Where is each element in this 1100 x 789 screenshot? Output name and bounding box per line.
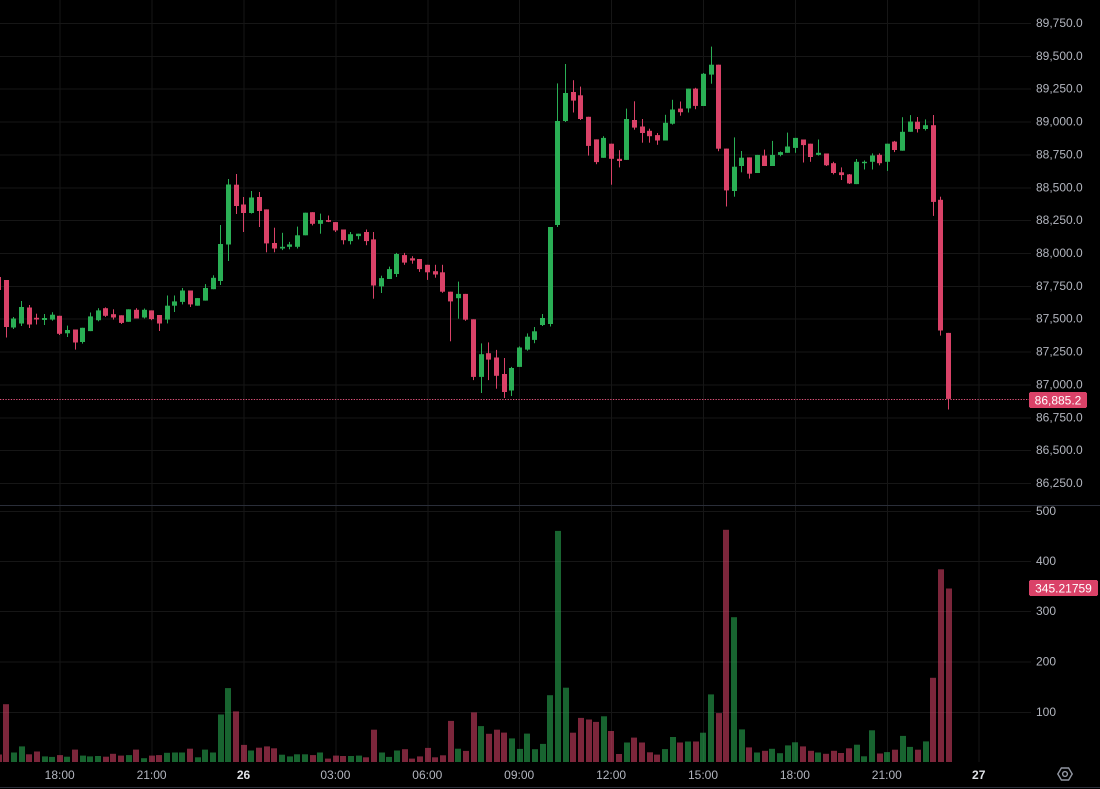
svg-text:345.21759: 345.21759	[1035, 582, 1092, 596]
svg-text:88,750.0: 88,750.0	[1036, 147, 1083, 161]
svg-text:86,250.0: 86,250.0	[1036, 476, 1083, 490]
svg-text:06:00: 06:00	[412, 768, 442, 782]
svg-text:400: 400	[1036, 554, 1056, 568]
svg-text:27: 27	[972, 768, 986, 782]
svg-text:21:00: 21:00	[872, 768, 902, 782]
svg-text:200: 200	[1036, 655, 1056, 669]
svg-text:88,000.0: 88,000.0	[1036, 246, 1083, 260]
svg-text:86,500.0: 86,500.0	[1036, 443, 1083, 457]
svg-text:87,250.0: 87,250.0	[1036, 345, 1083, 359]
svg-text:18:00: 18:00	[45, 768, 75, 782]
svg-text:500: 500	[1036, 504, 1056, 518]
svg-text:88,500.0: 88,500.0	[1036, 180, 1083, 194]
svg-text:86,885.2: 86,885.2	[1035, 394, 1082, 408]
svg-text:21:00: 21:00	[137, 768, 167, 782]
svg-text:15:00: 15:00	[688, 768, 718, 782]
svg-text:18:00: 18:00	[780, 768, 810, 782]
svg-text:09:00: 09:00	[504, 768, 534, 782]
svg-text:100: 100	[1036, 705, 1056, 719]
svg-text:87,750.0: 87,750.0	[1036, 279, 1083, 293]
svg-text:87,000.0: 87,000.0	[1036, 378, 1083, 392]
svg-text:26: 26	[237, 768, 251, 782]
svg-text:89,000.0: 89,000.0	[1036, 115, 1083, 129]
svg-text:89,500.0: 89,500.0	[1036, 49, 1083, 63]
svg-text:87,500.0: 87,500.0	[1036, 312, 1083, 326]
svg-text:300: 300	[1036, 604, 1056, 618]
svg-text:89,250.0: 89,250.0	[1036, 82, 1083, 96]
svg-text:86,750.0: 86,750.0	[1036, 410, 1083, 424]
svg-text:88,250.0: 88,250.0	[1036, 213, 1083, 227]
svg-text:89,750.0: 89,750.0	[1036, 16, 1083, 30]
svg-text:03:00: 03:00	[320, 768, 350, 782]
svg-text:12:00: 12:00	[596, 768, 626, 782]
